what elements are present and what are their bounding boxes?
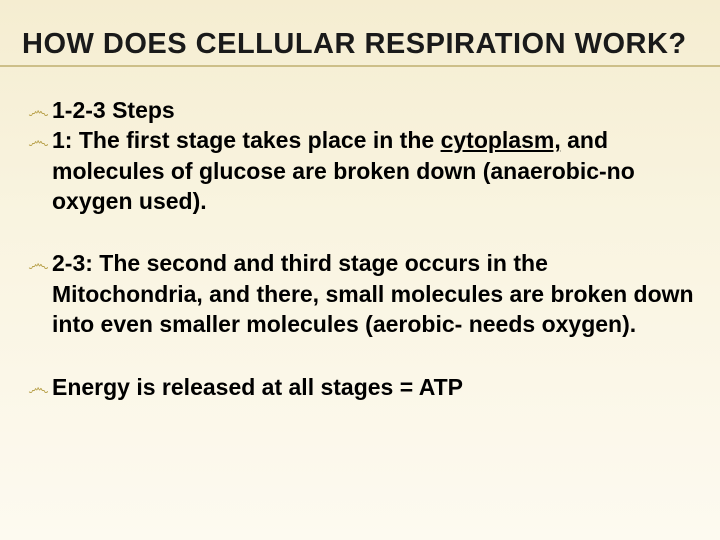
text-run: 1-2-3 Steps [52, 97, 175, 123]
bullet-icon: ෴ [28, 95, 52, 125]
bullet-line: ෴1: The first stage takes place in the c… [28, 125, 698, 216]
title-region: HOW DOES CELLULAR RESPIRATION WORK? [22, 28, 698, 67]
bullet-line: ෴1-2-3 Steps [28, 95, 698, 125]
bullet-icon: ෴ [28, 125, 52, 155]
bullet-group: ෴Energy is released at all stages = ATP [28, 372, 698, 402]
text-run: 1: The first stage takes place in the [52, 127, 441, 153]
slide: HOW DOES CELLULAR RESPIRATION WORK? ෴1-2… [0, 0, 720, 540]
text-run: Energy is released at all stages = ATP [52, 374, 463, 400]
slide-body: ෴1-2-3 Steps෴1: The first stage takes pl… [22, 95, 698, 402]
bullet-text: 2-3: The second and third stage occurs i… [52, 248, 698, 339]
bullet-group: ෴1-2-3 Steps෴1: The first stage takes pl… [28, 95, 698, 216]
text-run: 2-3: The second and third stage occurs i… [52, 250, 694, 337]
bullet-line: ෴2-3: The second and third stage occurs … [28, 248, 698, 339]
bullet-icon: ෴ [28, 248, 52, 278]
bullet-icon: ෴ [28, 372, 52, 402]
bullet-text: 1-2-3 Steps [52, 95, 698, 125]
bullet-group: ෴2-3: The second and third stage occurs … [28, 248, 698, 339]
bullet-line: ෴Energy is released at all stages = ATP [28, 372, 698, 402]
slide-title: HOW DOES CELLULAR RESPIRATION WORK? [22, 28, 698, 61]
underlined-term: cytoplasm, [441, 127, 561, 153]
bullet-text: Energy is released at all stages = ATP [52, 372, 698, 402]
title-underline-rule [0, 65, 720, 67]
bullet-text: 1: The first stage takes place in the cy… [52, 125, 698, 216]
